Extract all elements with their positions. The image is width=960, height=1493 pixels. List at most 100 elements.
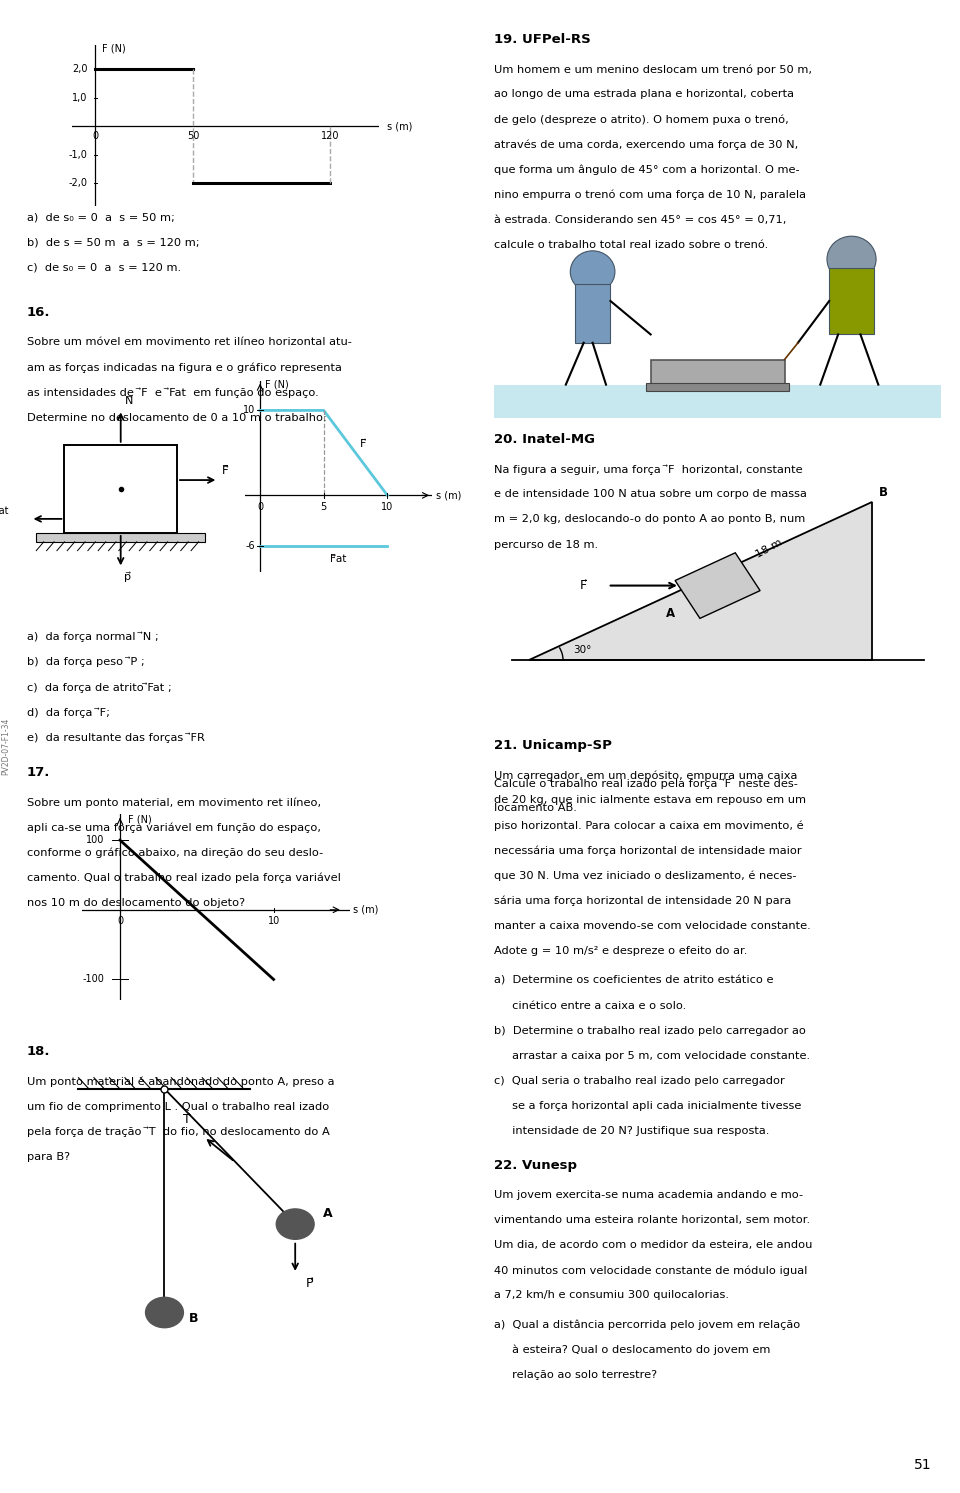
Text: F (N): F (N) xyxy=(103,43,126,54)
Text: B: B xyxy=(879,487,888,499)
Text: Sobre um móvel em movimento ret ilíneo horizontal atu-: Sobre um móvel em movimento ret ilíneo h… xyxy=(27,337,351,348)
Bar xyxy=(575,284,611,343)
Text: 40 minutos com velocidade constante de módulo igual: 40 minutos com velocidade constante de m… xyxy=(494,1265,807,1275)
Text: N⃗: N⃗ xyxy=(125,396,132,406)
Text: percurso de 18 m.: percurso de 18 m. xyxy=(494,539,598,549)
Bar xyxy=(494,385,941,418)
Text: 20. Inatel-MG: 20. Inatel-MG xyxy=(494,433,595,446)
Text: através de uma corda, exercendo uma força de 30 N,: através de uma corda, exercendo uma forç… xyxy=(494,139,799,149)
Text: d)  da força  ⃗F;: d) da força ⃗F; xyxy=(27,708,109,718)
Text: 10: 10 xyxy=(268,917,279,926)
Text: -1,0: -1,0 xyxy=(69,149,87,160)
Text: conforme o gráfico abaixo, na direção do seu deslo-: conforme o gráfico abaixo, na direção do… xyxy=(27,848,324,858)
Text: F (N): F (N) xyxy=(128,814,152,824)
Text: se a força horizontal apli cada inicialmente tivesse: se a força horizontal apli cada inicialm… xyxy=(494,1100,802,1111)
Text: 51: 51 xyxy=(914,1459,931,1472)
Polygon shape xyxy=(529,502,872,660)
Text: 10: 10 xyxy=(381,502,394,512)
Text: am as forças indicadas na figura e o gráfico representa: am as forças indicadas na figura e o grá… xyxy=(27,363,342,373)
Text: a)  Determine os coeficientes de atrito estático e: a) Determine os coeficientes de atrito e… xyxy=(494,975,774,985)
Text: de 20 kg, que inic ialmente estava em repouso em um: de 20 kg, que inic ialmente estava em re… xyxy=(494,796,806,805)
Text: 0: 0 xyxy=(257,502,263,512)
Text: necessária uma força horizontal de intensidade maior: necessária uma força horizontal de inten… xyxy=(494,845,802,855)
Bar xyxy=(646,382,789,391)
Text: -6: -6 xyxy=(246,542,255,551)
Text: Um homem e um menino deslocam um trenó por 50 m,: Um homem e um menino deslocam um trenó p… xyxy=(494,64,812,75)
Text: T⃗: T⃗ xyxy=(183,1114,191,1126)
Text: P⃗: P⃗ xyxy=(305,1277,313,1290)
Text: c)  Qual seria o trabalho real izado pelo carregador: c) Qual seria o trabalho real izado pelo… xyxy=(494,1076,785,1085)
Text: Adote g = 10 m/s² e despreze o efeito do ar.: Adote g = 10 m/s² e despreze o efeito do… xyxy=(494,947,748,956)
Text: e de intensidade 100 N atua sobre um corpo de massa: e de intensidade 100 N atua sobre um cor… xyxy=(494,490,807,499)
Text: 18 m: 18 m xyxy=(755,537,784,560)
Text: A: A xyxy=(666,608,675,620)
Text: um fio de comprimento L . Qual o trabalho real izado: um fio de comprimento L . Qual o trabalh… xyxy=(27,1102,329,1111)
Text: cinético entre a caixa e o solo.: cinético entre a caixa e o solo. xyxy=(494,1000,686,1011)
Text: F⃗at: F⃗at xyxy=(330,554,347,564)
Bar xyxy=(36,533,205,542)
Text: c)  da força de atrito ⃗Fat ;: c) da força de atrito ⃗Fat ; xyxy=(27,682,172,693)
Text: a)  de s₀ = 0  a  s = 50 m;: a) de s₀ = 0 a s = 50 m; xyxy=(27,212,175,222)
Text: Um jovem exercita-se numa academia andando e mo-: Um jovem exercita-se numa academia andan… xyxy=(494,1190,804,1200)
Text: F⃗: F⃗ xyxy=(222,464,228,478)
Text: F⃗: F⃗ xyxy=(359,439,366,449)
Text: a)  da força normal  ⃗N ;: a) da força normal ⃗N ; xyxy=(27,632,158,642)
Text: 0: 0 xyxy=(117,917,123,926)
Text: nos 10 m do deslocamento do objeto?: nos 10 m do deslocamento do objeto? xyxy=(27,897,245,908)
Text: 1,0: 1,0 xyxy=(72,93,87,103)
Text: s (m): s (m) xyxy=(436,490,461,500)
Circle shape xyxy=(827,236,876,282)
Text: arrastar a caixa por 5 m, com velocidade constante.: arrastar a caixa por 5 m, com velocidade… xyxy=(494,1051,810,1060)
Text: 2,0: 2,0 xyxy=(72,64,87,75)
Text: A: A xyxy=(323,1206,332,1220)
Bar xyxy=(651,360,784,385)
Text: e)  da resultante das forças  ⃗FR: e) da resultante das forças ⃗FR xyxy=(27,732,204,742)
Text: Um carregador, em um depósito, empurra uma caixa: Um carregador, em um depósito, empurra u… xyxy=(494,770,798,781)
Text: sária uma força horizontal de intensidade 20 N para: sária uma força horizontal de intensidad… xyxy=(494,896,792,906)
Text: 0: 0 xyxy=(92,131,99,142)
Text: nino empurra o trenó com uma força de 10 N, paralela: nino empurra o trenó com uma força de 10… xyxy=(494,190,806,200)
Text: PV2D-07-F1-34: PV2D-07-F1-34 xyxy=(1,718,11,775)
Text: Um ponto material é abandonado do ponto A, preso a: Um ponto material é abandonado do ponto … xyxy=(27,1076,334,1087)
Text: para B?: para B? xyxy=(27,1151,70,1162)
Text: a 7,2 km/h e consumiu 300 quilocalorias.: a 7,2 km/h e consumiu 300 quilocalorias. xyxy=(494,1290,730,1300)
Text: relação ao solo terrestre?: relação ao solo terrestre? xyxy=(494,1371,658,1380)
Text: b)  Determine o trabalho real izado pelo carregador ao: b) Determine o trabalho real izado pelo … xyxy=(494,1026,806,1036)
Text: Determine no deslocamento de 0 a 10 m o trabalho:: Determine no deslocamento de 0 a 10 m o … xyxy=(27,412,326,423)
Text: 120: 120 xyxy=(321,131,340,142)
Text: F (N): F (N) xyxy=(265,379,289,390)
Text: 10: 10 xyxy=(243,406,255,415)
Text: piso horizontal. Para colocar a caixa em movimento, é: piso horizontal. Para colocar a caixa em… xyxy=(494,821,804,832)
Bar xyxy=(829,267,874,334)
Text: Na figura a seguir, uma força  ⃗F  horizontal, constante: Na figura a seguir, uma força ⃗F horizon… xyxy=(494,464,803,475)
Text: Um dia, de acordo com o medidor da esteira, ele andou: Um dia, de acordo com o medidor da estei… xyxy=(494,1241,813,1250)
Text: F⃗at: F⃗at xyxy=(0,506,9,517)
Text: F⃗: F⃗ xyxy=(580,579,588,593)
Text: à estrada. Considerando sen 45° = cos 45° = 0,71,: à estrada. Considerando sen 45° = cos 45… xyxy=(494,215,787,224)
Text: 16.: 16. xyxy=(27,306,50,320)
Text: s (m): s (m) xyxy=(353,905,379,915)
Text: 50: 50 xyxy=(187,131,200,142)
Polygon shape xyxy=(675,552,760,618)
Text: de gelo (despreze o atrito). O homem puxa o trenó,: de gelo (despreze o atrito). O homem pux… xyxy=(494,115,789,125)
Text: m = 2,0 kg, deslocando-o do ponto A ao ponto B, num: m = 2,0 kg, deslocando-o do ponto A ao p… xyxy=(494,515,805,524)
Text: Calcule o trabalho real izado pela força  ⃗F  neste des-: Calcule o trabalho real izado pela força… xyxy=(494,778,799,788)
Text: calcule o trabalho total real izado sobre o trenó.: calcule o trabalho total real izado sobr… xyxy=(494,240,769,249)
Text: s (m): s (m) xyxy=(387,121,413,131)
Text: p⃗: p⃗ xyxy=(125,572,132,582)
Text: b)  da força peso  ⃗P ;: b) da força peso ⃗P ; xyxy=(27,657,145,667)
Text: camento. Qual o trabalho real izado pela força variável: camento. Qual o trabalho real izado pela… xyxy=(27,872,341,882)
Text: -2,0: -2,0 xyxy=(69,178,87,188)
Text: a)  Qual a distância percorrida pelo jovem em relação: a) Qual a distância percorrida pelo jove… xyxy=(494,1320,801,1330)
Circle shape xyxy=(146,1297,183,1327)
Text: c)  de s₀ = 0  a  s = 120 m.: c) de s₀ = 0 a s = 120 m. xyxy=(27,263,181,272)
Text: à esteira? Qual o deslocamento do jovem em: à esteira? Qual o deslocamento do jovem … xyxy=(494,1345,771,1356)
Text: 100: 100 xyxy=(86,835,105,845)
Text: 5: 5 xyxy=(321,502,327,512)
Text: manter a caixa movendo-se com velocidade constante.: manter a caixa movendo-se com velocidade… xyxy=(494,921,811,930)
Text: -100: -100 xyxy=(83,975,105,984)
Text: 22. Vunesp: 22. Vunesp xyxy=(494,1159,577,1172)
Text: 18.: 18. xyxy=(27,1045,50,1059)
Text: 19. UFPel-RS: 19. UFPel-RS xyxy=(494,33,591,46)
Text: apli ca-se uma força variável em função do espaço,: apli ca-se uma força variável em função … xyxy=(27,823,321,833)
